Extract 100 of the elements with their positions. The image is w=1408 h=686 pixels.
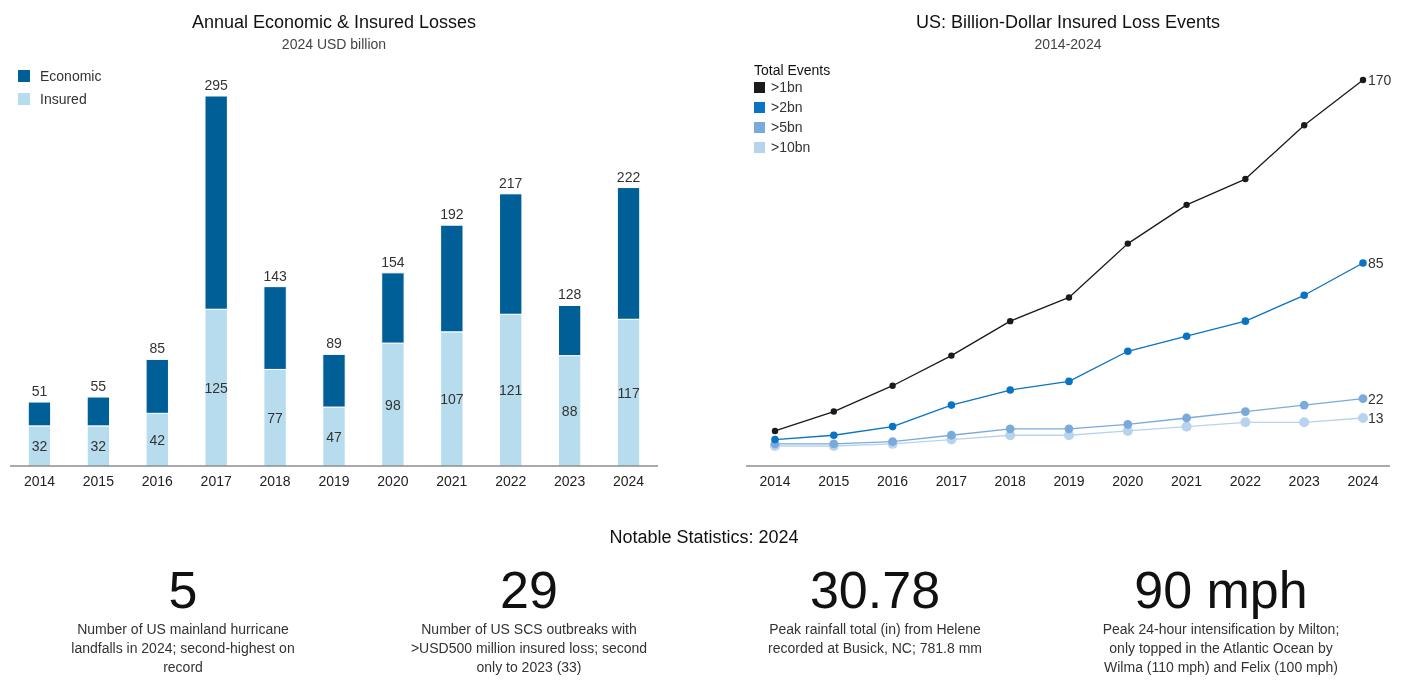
point xyxy=(1007,317,1014,325)
total-label: 85 xyxy=(149,340,166,357)
x-tick-label: 2021 xyxy=(1171,473,1203,489)
point xyxy=(1241,407,1250,416)
x-tick-label: 2018 xyxy=(994,473,1026,489)
total-label: 154 xyxy=(381,253,405,270)
point xyxy=(947,430,956,440)
chart-subtitle: 2024 USD billion xyxy=(281,36,387,52)
data-label: 117 xyxy=(617,384,640,401)
data-label: 88 xyxy=(561,402,578,419)
data-label: 13 xyxy=(1368,410,1384,427)
point xyxy=(1183,201,1190,209)
total-label: 192 xyxy=(440,206,464,223)
point xyxy=(1005,424,1015,434)
point xyxy=(1240,417,1251,428)
total-label: 51 xyxy=(31,383,48,400)
chart-title: Annual Economic & Insured Losses xyxy=(191,12,477,32)
data-label: 32 xyxy=(90,437,107,454)
x-tick-label: 2021 xyxy=(436,473,468,489)
legend-label: >1bn xyxy=(771,79,803,95)
point xyxy=(1182,332,1191,340)
point xyxy=(1301,122,1308,129)
x-tick-label: 2019 xyxy=(318,473,350,489)
chart-subtitle: 2014-2024 xyxy=(1034,36,1102,52)
point xyxy=(1359,259,1367,267)
text: 90 mph xyxy=(1134,561,1308,619)
point xyxy=(1358,394,1368,404)
point xyxy=(1124,240,1131,247)
x-tick-label: 2015 xyxy=(818,473,850,489)
x-tick-label: 2016 xyxy=(141,473,174,489)
data-label: 121 xyxy=(499,382,523,399)
point xyxy=(1242,175,1249,183)
point xyxy=(1006,386,1014,394)
text: Peak rainfall total (in) from Helene recorded at Busick, NC; 781.8 mm xyxy=(768,621,982,656)
point xyxy=(1123,420,1133,429)
data-label: 98 xyxy=(385,396,401,413)
point xyxy=(1300,291,1308,300)
legend-label: Economic xyxy=(40,68,102,84)
x-tick-label: 2023 xyxy=(554,473,586,489)
point xyxy=(1181,421,1192,432)
point xyxy=(830,431,838,440)
point xyxy=(1182,413,1191,423)
total-label: 217 xyxy=(499,174,523,191)
point xyxy=(888,422,897,431)
point xyxy=(1064,424,1074,434)
x-tick-label: 2023 xyxy=(1288,473,1320,489)
legend-label: >5bn xyxy=(771,119,803,135)
x-tick-label: 2014 xyxy=(759,473,791,489)
x-tick-label: 2015 xyxy=(82,473,115,489)
x-tick-label: 2022 xyxy=(1229,473,1262,489)
legend-label: Insured xyxy=(40,91,87,107)
point xyxy=(1241,317,1250,325)
legend-title: Total Events xyxy=(754,62,831,78)
data-label: 125 xyxy=(204,379,229,396)
x-tick-label: 2020 xyxy=(377,473,409,489)
total-label: 143 xyxy=(263,267,287,284)
data-label: 47 xyxy=(326,428,342,445)
legend-label: >10bn xyxy=(771,139,811,155)
point xyxy=(1299,400,1309,410)
point xyxy=(1359,76,1367,84)
x-tick-label: 2018 xyxy=(259,473,291,489)
point xyxy=(1358,413,1368,424)
legend-label: >2bn xyxy=(771,99,803,115)
data-label: 170 xyxy=(1368,72,1392,88)
point xyxy=(1065,294,1073,301)
total-label: 222 xyxy=(616,168,641,185)
data-label: 42 xyxy=(149,431,166,448)
point xyxy=(889,382,896,389)
chart-title: US: Billion-Dollar Insured Loss Events xyxy=(915,12,1221,32)
data-label: 85 xyxy=(1368,255,1384,271)
point xyxy=(830,408,837,415)
total-label: 89 xyxy=(326,335,342,352)
data-label: 77 xyxy=(267,409,284,426)
data-label: 32 xyxy=(31,437,48,454)
text: 30.78 xyxy=(809,561,941,619)
text: Number of US SCS outbreaks with >USD500 million insured loss; second only to 2023 (33) xyxy=(410,621,648,675)
point xyxy=(1065,377,1073,386)
text: Notable Statistics: 2024 xyxy=(609,527,799,547)
text: 5 xyxy=(168,561,198,619)
point xyxy=(771,427,779,435)
x-tick-label: 2024 xyxy=(1347,473,1379,489)
point xyxy=(948,352,955,359)
x-tick-label: 2020 xyxy=(1112,473,1144,489)
text: 29 xyxy=(500,561,558,619)
x-tick-label: 2017 xyxy=(935,473,968,489)
text: Number of US mainland hurricane landfalls in 2024; second-highest on record xyxy=(71,621,295,675)
data-label: 22 xyxy=(1368,390,1384,407)
point xyxy=(771,435,779,444)
x-tick-label: 2019 xyxy=(1053,473,1085,489)
x-tick-label: 2024 xyxy=(612,473,645,489)
total-label: 295 xyxy=(204,77,229,93)
text: Peak 24-hour intensification by Milton; only topped in the Atlantic Ocean by Wilma (110 mph) and Felix (100 mph) xyxy=(1102,621,1340,675)
x-tick-label: 2016 xyxy=(877,473,909,489)
total-label: 128 xyxy=(557,286,582,303)
point xyxy=(947,401,956,409)
total-label: 55 xyxy=(90,378,107,395)
x-tick-label: 2017 xyxy=(200,473,232,489)
point xyxy=(1299,417,1310,428)
x-tick-label: 2022 xyxy=(495,473,527,489)
point xyxy=(1124,347,1132,356)
